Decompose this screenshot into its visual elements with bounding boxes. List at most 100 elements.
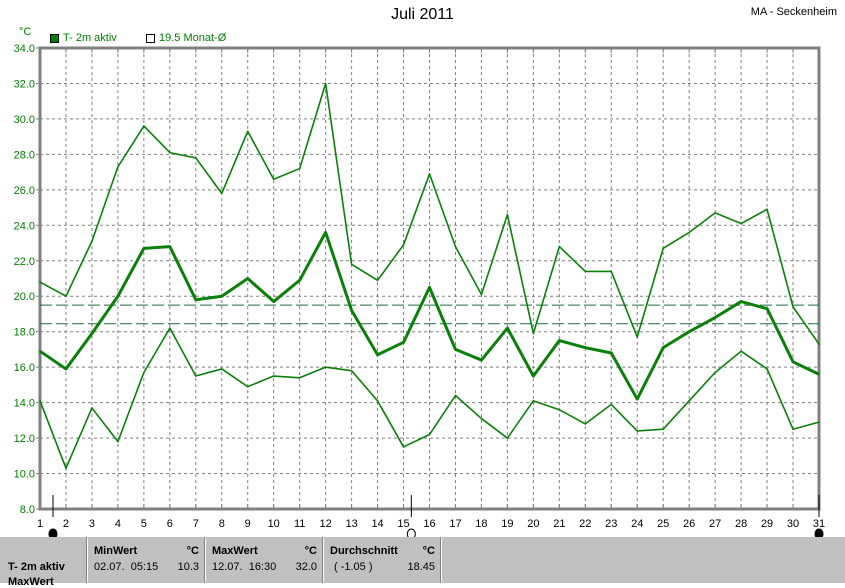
data-point-max (584, 270, 587, 273)
data-point-max (169, 151, 171, 154)
data-point-min (506, 437, 509, 439)
y-tick-label: 32.0 (14, 78, 35, 90)
data-point-max (376, 279, 379, 282)
data-point-max (428, 173, 431, 175)
data-point-min (662, 428, 664, 431)
x-tick-label: 8 (219, 518, 225, 530)
data-point-min (636, 430, 639, 432)
legend-swatch-empty-icon (146, 33, 155, 43)
data-point-min (91, 407, 93, 409)
data-point-mean (350, 309, 353, 312)
data-point-min (428, 433, 431, 436)
y-tick-label: 30.0 (14, 114, 35, 126)
data-point-mean (480, 359, 483, 361)
data-point-max (688, 231, 690, 234)
data-point-min (324, 366, 327, 368)
data-point-mean (662, 346, 664, 349)
x-tick-label: 4 (115, 518, 121, 530)
avg-header: Durchschnitt (330, 545, 398, 557)
data-point-min (766, 368, 768, 370)
data-point-max (220, 192, 223, 195)
data-point-max (143, 125, 145, 127)
legend-item-series[interactable]: T- 2m aktiv (50, 32, 117, 44)
legend-item-monthly-average[interactable]: 19.5 Monat-Ø (146, 32, 226, 44)
legend-label: T- 2m aktiv (63, 32, 117, 44)
stats-panel: T- 2m aktiv MaxWert MinWert °C 02.07. 05… (0, 537, 845, 588)
data-point-min (740, 350, 742, 352)
x-tick-label: 25 (657, 518, 669, 530)
x-tick-label: 18 (475, 518, 487, 530)
data-point-min (532, 400, 535, 402)
data-point-mean (636, 398, 639, 400)
x-tick-label: 17 (449, 518, 461, 530)
data-point-max (766, 208, 768, 211)
y-axis-unit: °C (19, 26, 32, 38)
data-point-min (688, 400, 690, 402)
data-point-mean (143, 247, 145, 250)
full-moon-icon (406, 528, 416, 537)
x-tick-label: 22 (579, 518, 591, 530)
x-tick-label: 26 (683, 518, 695, 530)
data-point-max (402, 244, 405, 246)
avg-delta: ( -1.05 ) (334, 561, 373, 573)
max-header: MaxWert (212, 545, 258, 557)
data-point-mean (169, 245, 171, 248)
max-date: 12.07. 16:30 (212, 561, 277, 573)
station-name: MA - Seckenheim (750, 6, 837, 18)
x-tick-label: 15 (397, 518, 409, 530)
data-point-mean (688, 330, 690, 333)
data-point-mean (532, 375, 535, 377)
x-tick-label: 24 (631, 518, 643, 530)
data-point-mean (766, 307, 768, 310)
data-point-max (324, 82, 327, 85)
min-unit: °C (186, 545, 199, 557)
y-tick-label: 20.0 (14, 291, 35, 303)
max-value: 32.0 (295, 561, 317, 573)
data-point-min (792, 428, 794, 431)
data-point-max (65, 295, 67, 298)
data-point-mean (39, 350, 41, 352)
data-point-max (480, 293, 483, 296)
data-point-min (714, 371, 716, 374)
y-tick-label: 16.0 (14, 362, 35, 374)
y-tick-label: 10.0 (14, 469, 35, 481)
data-point-mean (610, 352, 613, 354)
x-tick-label: 13 (345, 518, 357, 530)
data-point-min (39, 400, 41, 402)
data-point-max (298, 167, 301, 170)
data-point-min (220, 368, 223, 370)
x-tick-label: 21 (553, 518, 565, 530)
data-point-min (402, 446, 405, 448)
data-point-max (558, 245, 561, 248)
plot-frame (38, 46, 821, 511)
y-tick-label: 24.0 (14, 220, 35, 232)
x-tick-label: 28 (735, 518, 747, 530)
stats-min: MinWert °C 02.07. 05:15 10.3 (88, 537, 206, 583)
data-point-max (532, 332, 535, 335)
data-point-min (143, 371, 145, 374)
x-tick-label: 1 (37, 518, 43, 530)
min-header: MinWert (94, 545, 138, 557)
data-point-min (117, 440, 119, 443)
y-tick-label: 26.0 (14, 185, 35, 197)
data-point-max (350, 263, 353, 266)
max-unit: °C (304, 545, 317, 557)
data-point-max (506, 213, 509, 216)
x-tick-label: 14 (371, 518, 383, 530)
data-point-max (39, 281, 41, 283)
x-tick-label: 6 (167, 518, 173, 530)
stats-max: MaxWert °C 12.07. 16:30 32.0 (206, 537, 324, 583)
data-point-min (65, 467, 67, 470)
data-point-mean (714, 316, 716, 319)
x-tick-label: 27 (709, 518, 721, 530)
data-point-mean (65, 368, 67, 370)
x-tick-label: 20 (527, 518, 539, 530)
data-point-min (272, 375, 275, 377)
data-point-mean (220, 295, 223, 298)
data-point-max (91, 240, 93, 243)
new-moon-icon (48, 528, 58, 537)
data-point-mean (506, 327, 509, 329)
data-point-mean (402, 341, 405, 344)
stats-row2-label: MaxWert (8, 576, 54, 588)
data-point-mean (246, 277, 249, 280)
